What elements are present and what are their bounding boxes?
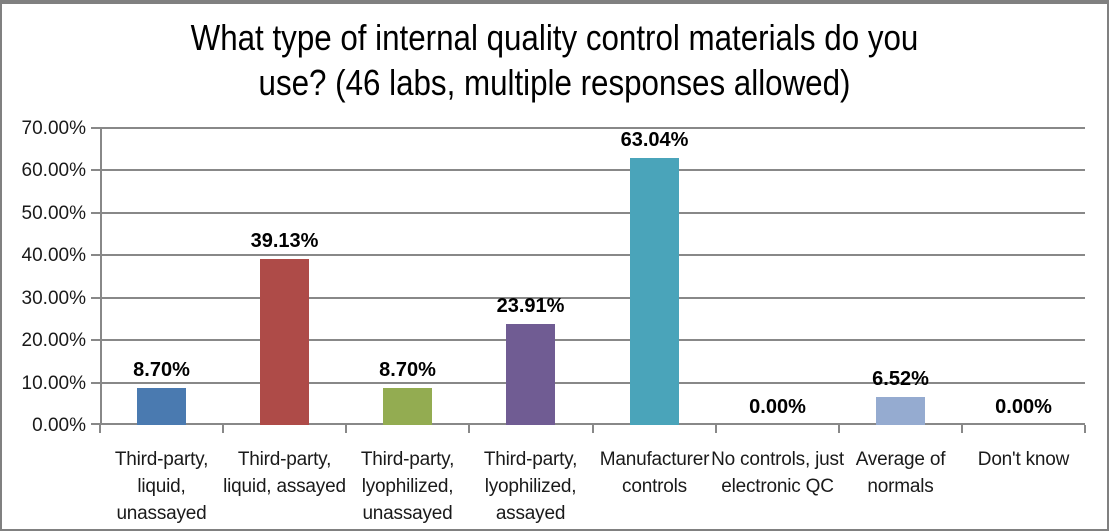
x-tick <box>468 425 470 433</box>
y-tick <box>91 339 100 341</box>
y-axis-label: 50.00% <box>21 203 86 224</box>
chart-title-line1: What type of internal quality control ma… <box>190 17 919 58</box>
data-label: 63.04% <box>620 129 689 151</box>
y-tick <box>91 297 100 299</box>
gridline <box>100 382 1085 384</box>
y-tick <box>91 254 100 256</box>
y-tick <box>91 127 100 129</box>
bar <box>260 259 309 425</box>
x-tick <box>715 425 717 433</box>
plot-area: 0.00% 10.00% 20.00% 30.00% 40.00% 50.00% 60.00… <box>22 118 1086 524</box>
y-axis-label: 0.00% <box>32 415 86 436</box>
x-tick <box>838 425 840 433</box>
chart-title-line2: use? (46 labs, multiple responses allowe… <box>258 62 851 103</box>
x-axis-label: Third-party, liquid, unassayed <box>114 449 209 524</box>
x-axis-line <box>100 423 1085 425</box>
y-axis-label: 40.00% <box>21 245 86 266</box>
bar <box>630 158 679 425</box>
y-axis-label: 70.00% <box>21 118 86 139</box>
gridline <box>100 297 1085 299</box>
x-axis-label: Third-party, lyophilized, unassayed <box>360 449 455 524</box>
y-axis-label: 60.00% <box>21 160 86 181</box>
bar <box>137 388 186 425</box>
x-tick <box>222 425 224 433</box>
y-tick <box>91 423 100 425</box>
y-axis-label: 30.00% <box>21 288 86 309</box>
x-tick <box>1084 425 1086 433</box>
x-axis-label: Third-party, liquid, assayed <box>223 449 346 497</box>
x-tick <box>345 425 347 433</box>
chart-title: What type of internal quality control ma… <box>74 15 1035 105</box>
x-axis-label: Manufacturer controls <box>599 449 710 497</box>
y-tick <box>91 212 100 214</box>
gridline <box>100 169 1085 171</box>
y-tick <box>91 169 100 171</box>
gridline <box>100 339 1085 341</box>
data-label: 8.70% <box>379 359 436 381</box>
bar <box>506 324 555 425</box>
x-tick <box>592 425 594 433</box>
bar <box>383 388 432 425</box>
gridline <box>100 254 1085 256</box>
y-axis-label: 10.00% <box>21 373 86 394</box>
data-label: 8.70% <box>133 359 190 381</box>
x-axis-label: No controls, just electronic QC <box>711 449 844 497</box>
x-axis-label: Third-party, lyophilized, assayed <box>483 449 578 524</box>
gridline <box>100 212 1085 214</box>
x-axis-label: Don't know <box>977 449 1070 470</box>
data-label: 23.91% <box>496 295 565 317</box>
bar <box>876 397 925 425</box>
data-label: 0.00% <box>995 396 1052 418</box>
x-axis-label: Average of normals <box>855 449 946 497</box>
y-axis-line <box>100 128 102 425</box>
data-label: 39.13% <box>250 230 319 252</box>
y-tick <box>91 382 100 384</box>
x-tick <box>99 425 101 433</box>
x-tick <box>961 425 963 433</box>
gridline <box>100 127 1085 129</box>
y-axis-label: 20.00% <box>21 330 86 351</box>
data-label: 0.00% <box>749 396 806 418</box>
data-label: 6.52% <box>872 368 929 390</box>
